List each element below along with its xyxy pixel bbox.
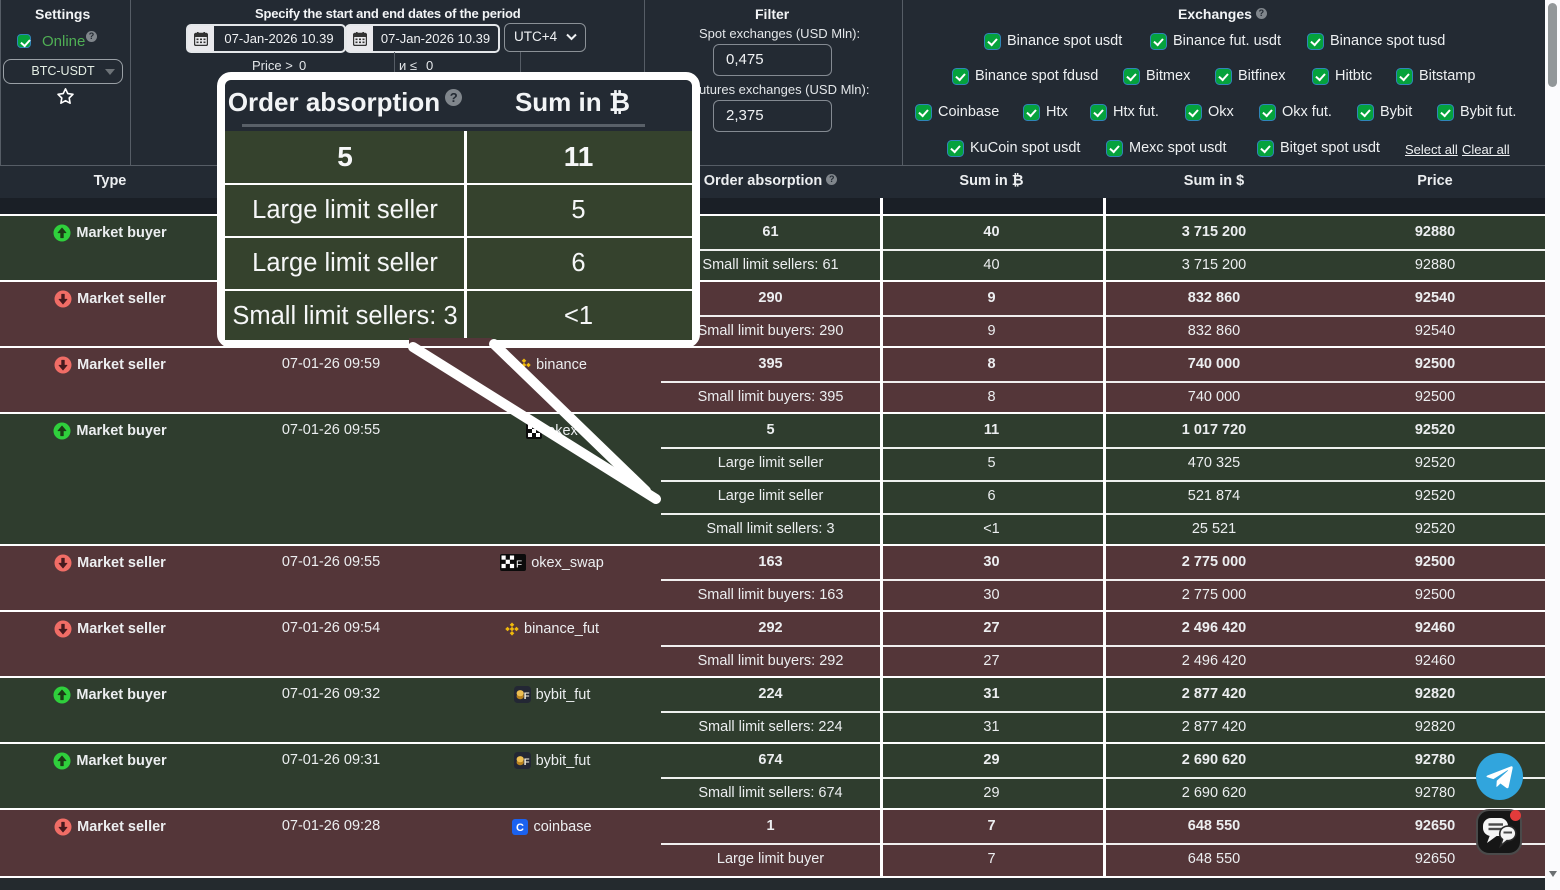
svg-text:C: C	[516, 822, 524, 834]
svg-text:F: F	[523, 757, 529, 768]
svg-text:F: F	[523, 691, 529, 702]
svg-text:F: F	[516, 560, 522, 571]
